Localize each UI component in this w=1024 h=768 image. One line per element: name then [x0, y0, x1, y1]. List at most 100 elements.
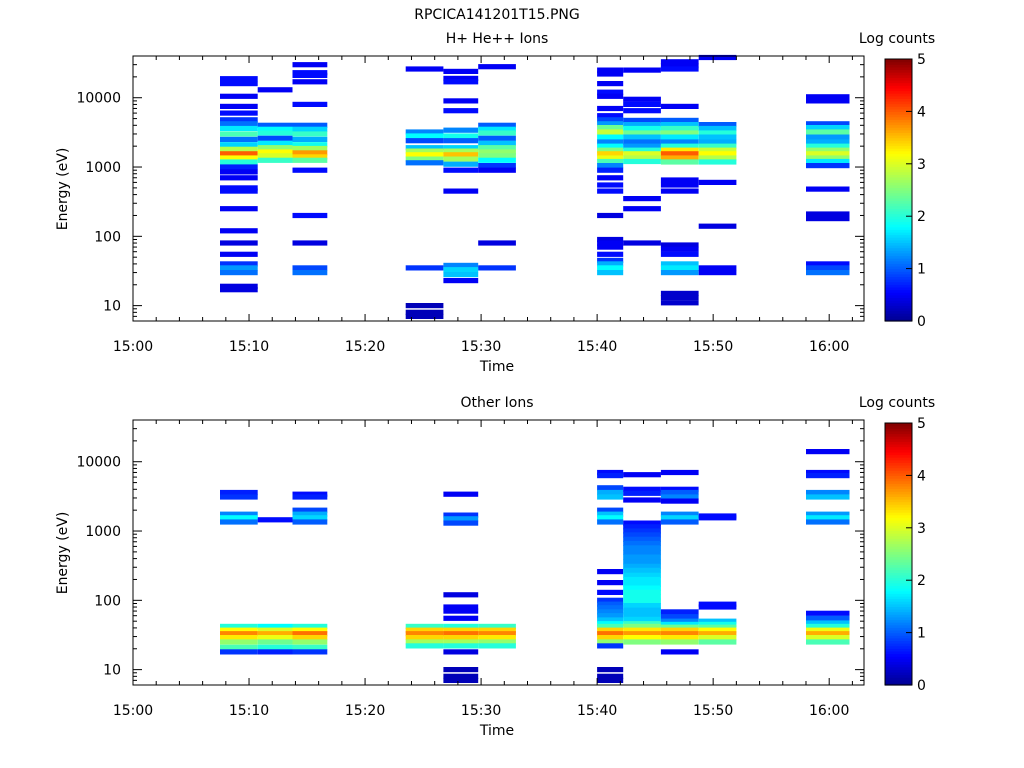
x-tick-label: 15:30	[461, 339, 501, 355]
heatmap-cell	[478, 635, 516, 641]
colorbar-swatch	[885, 140, 912, 144]
colorbar-swatch	[885, 226, 912, 230]
y-tick-label: 10	[103, 663, 121, 679]
colorbar-swatch	[885, 556, 912, 560]
colorbar-swatch	[885, 561, 912, 566]
heatmap-cell	[623, 572, 661, 578]
colorbar-swatch	[885, 590, 912, 594]
colorbar-swatch	[885, 554, 912, 558]
heatmap-cell	[220, 125, 258, 132]
heatmap-cell	[623, 143, 661, 149]
heatmap-cell	[597, 251, 624, 257]
colorbar-swatch	[885, 229, 912, 233]
heatmap-cell	[806, 147, 850, 153]
colorbar-frame	[884, 422, 913, 686]
heatmap-cell	[443, 520, 479, 526]
heatmap-cell	[623, 486, 661, 492]
heatmap-cell	[623, 125, 661, 132]
colorbar-swatch	[885, 297, 912, 301]
colorbar-swatch	[885, 525, 912, 529]
colorbar-swatch	[885, 501, 912, 505]
heatmap-cell	[597, 158, 624, 165]
colorbar-swatch	[885, 603, 912, 607]
heatmap-cell	[257, 635, 293, 641]
heatmap-cell	[257, 145, 293, 151]
colorbar-swatch	[885, 496, 912, 500]
heatmap-cell	[220, 283, 258, 289]
heatmap-cell	[597, 519, 624, 525]
colorbar-swatch	[885, 69, 912, 73]
colorbar-swatch	[885, 506, 912, 511]
colorbar-swatch	[885, 671, 912, 676]
heatmap-cell	[597, 589, 624, 595]
heatmap-cell	[623, 576, 661, 583]
colorbar-swatch	[885, 449, 912, 453]
heatmap-cell	[478, 639, 516, 645]
x-axis-label: Time	[479, 359, 514, 375]
colorbar-swatch	[885, 200, 912, 204]
heatmap-cell	[597, 494, 624, 500]
heatmap-cell	[597, 129, 624, 135]
heatmap-cell	[660, 125, 699, 132]
heatmap-cell	[698, 143, 737, 149]
heatmap-cell	[660, 649, 699, 655]
colorbar-swatch	[885, 509, 912, 513]
heatmap-cell	[292, 167, 328, 173]
heatmap-cell	[220, 175, 258, 181]
heatmap-cell	[806, 265, 850, 271]
colorbar-swatch	[885, 595, 912, 600]
colorbar-swatch	[885, 153, 912, 157]
heatmap-cell	[443, 127, 479, 133]
heatmap-cell	[660, 130, 699, 136]
heatmap-cell	[220, 489, 258, 496]
colorbar-swatch	[885, 64, 912, 68]
heatmap-cell	[623, 540, 661, 547]
heatmap-cell	[806, 489, 850, 496]
colorbar-swatch	[885, 93, 912, 97]
heatmap-cell	[660, 134, 699, 140]
colorbar-swatch	[885, 493, 912, 497]
colorbar-swatch	[885, 218, 912, 223]
heatmap-cell	[623, 101, 661, 107]
heatmap-cell	[292, 150, 328, 156]
heatmap-cell	[220, 494, 258, 500]
heatmap-cell	[660, 639, 699, 645]
heatmap-cell	[257, 649, 293, 655]
colorbar-swatch	[885, 467, 912, 471]
heatmap-cell	[623, 594, 661, 600]
heatmap-cell	[660, 159, 699, 165]
colorbar-swatch	[885, 216, 912, 220]
colorbar-swatch	[885, 606, 912, 610]
heatmap-cell	[597, 621, 624, 627]
heatmap-cell	[292, 145, 328, 152]
colorbar-swatch	[885, 446, 912, 450]
heatmap-cell	[292, 157, 328, 163]
heatmap-cell	[443, 108, 479, 114]
heatmap-cell	[597, 71, 624, 77]
heatmap-cell	[597, 601, 624, 607]
heatmap-cell	[660, 66, 699, 72]
colorbar-swatch	[885, 650, 912, 655]
heatmap-cell	[597, 627, 624, 633]
heatmap-cell	[220, 164, 258, 170]
heatmap-cell	[597, 212, 624, 219]
heatmap-cell	[220, 93, 258, 99]
heatmap-cell	[597, 605, 624, 611]
colorbar-swatch	[885, 195, 912, 199]
heatmap-cell	[443, 145, 479, 151]
heatmap-cell	[292, 515, 328, 521]
heatmap-cell	[597, 134, 624, 140]
heatmap-cell	[698, 601, 737, 607]
heatmap-cell	[292, 126, 328, 132]
heatmap-cell	[623, 612, 661, 618]
heatmap-cell	[623, 621, 661, 627]
colorbar-swatch	[885, 119, 912, 123]
heatmap-cell	[698, 627, 737, 633]
x-tick-label: 15:20	[345, 703, 385, 719]
colorbar-swatch	[885, 645, 912, 649]
heatmap-cell	[405, 635, 444, 641]
colorbar-swatch	[885, 234, 912, 238]
heatmap-cell	[220, 261, 258, 267]
colorbar-swatch	[885, 577, 912, 581]
colorbar-swatch	[885, 72, 912, 76]
